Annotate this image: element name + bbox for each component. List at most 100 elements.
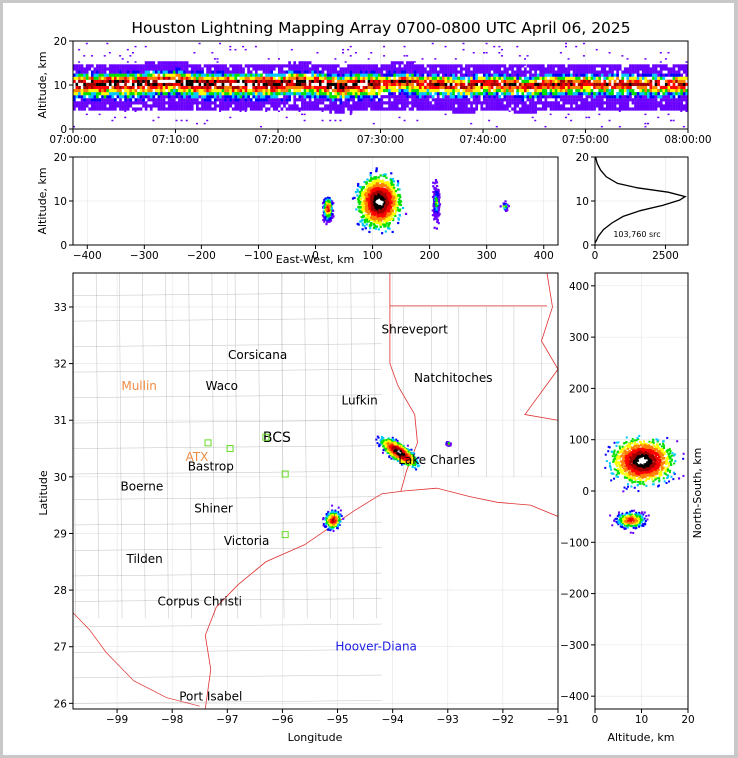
time-altitude-point — [495, 70, 499, 74]
time-altitude-point — [644, 67, 648, 71]
time-altitude-point — [518, 95, 522, 99]
time-altitude-point — [267, 101, 271, 105]
time-altitude-point — [562, 70, 566, 74]
time-altitude-point — [462, 110, 466, 114]
time-altitude-point — [598, 70, 602, 74]
time-altitude-point — [403, 73, 407, 77]
time-altitude-point — [288, 88, 291, 93]
time-altitude-point — [90, 82, 94, 86]
time-altitude-point — [439, 107, 443, 111]
time-altitude-point — [600, 104, 604, 108]
time-altitude-point — [470, 82, 473, 86]
time-altitude-point — [370, 107, 373, 111]
time-altitude-point — [608, 119, 611, 122]
time-altitude-point — [385, 82, 389, 86]
time-altitude-point — [244, 110, 247, 113]
time-altitude-point — [493, 73, 496, 77]
time-altitude-point — [326, 73, 330, 77]
time-altitude-point — [108, 76, 112, 80]
time-altitude-point — [319, 88, 322, 93]
time-altitude-point — [144, 45, 147, 48]
time-altitude-point — [554, 98, 558, 102]
time-altitude-point — [454, 73, 458, 77]
time-altitude-point — [80, 70, 84, 74]
time-altitude-point — [459, 98, 463, 102]
time-altitude-point — [521, 88, 525, 93]
time-altitude-point — [380, 101, 384, 105]
time-altitude-point — [208, 67, 212, 71]
time-altitude-point — [526, 70, 530, 74]
time-altitude-point — [278, 73, 281, 77]
time-altitude-point — [654, 73, 658, 77]
time-altitude-point — [634, 101, 637, 105]
time-altitude-point — [503, 98, 507, 102]
time-altitude-point — [229, 48, 232, 51]
time-altitude-point — [547, 95, 550, 99]
time-altitude-point — [298, 88, 302, 93]
time-altitude-point — [526, 110, 530, 114]
east-west-point — [325, 199, 328, 202]
time-altitude-point — [216, 76, 220, 80]
time-altitude-point — [677, 76, 681, 80]
time-altitude-point — [319, 79, 322, 83]
time-altitude-point — [664, 107, 668, 111]
time-altitude-point — [306, 70, 309, 74]
time-altitude-point — [139, 88, 143, 93]
time-altitude-point — [149, 67, 153, 71]
time-altitude-point — [377, 101, 381, 105]
time-altitude-point — [623, 82, 627, 86]
time-altitude-point — [83, 104, 86, 108]
time-altitude-point — [265, 79, 268, 83]
time-altitude-point — [572, 92, 576, 96]
time-altitude-point — [298, 95, 302, 99]
time-altitude-point — [416, 98, 420, 102]
time-altitude-point — [593, 101, 596, 105]
time-altitude-point — [426, 101, 430, 105]
time-altitude-point — [462, 82, 466, 86]
time-altitude-point — [257, 107, 261, 111]
east-west-point — [394, 210, 398, 213]
time-altitude-point — [73, 82, 76, 86]
time-altitude-point — [426, 92, 430, 96]
time-altitude-point — [357, 76, 361, 80]
time-altitude-point — [93, 85, 97, 90]
time-altitude-point — [219, 64, 222, 68]
time-altitude-point — [137, 107, 140, 111]
time-altitude-point — [647, 67, 650, 71]
time-altitude-point — [518, 67, 522, 71]
east-west-point — [361, 224, 365, 227]
time-altitude-point — [267, 64, 271, 68]
time-altitude-point — [418, 70, 422, 74]
time-altitude-point — [682, 70, 686, 74]
time-altitude-point — [306, 107, 309, 111]
time-altitude-point — [682, 125, 685, 128]
time-altitude-point — [429, 82, 432, 86]
east-west-point — [327, 196, 330, 199]
time-altitude-point — [595, 70, 599, 74]
time-altitude-point — [418, 64, 422, 68]
time-altitude-point — [308, 70, 312, 74]
time-altitude-point — [465, 73, 468, 77]
time-altitude-point — [193, 85, 197, 90]
time-altitude-point — [572, 79, 576, 83]
time-altitude-point — [172, 61, 176, 65]
time-altitude-point — [418, 92, 422, 96]
time-altitude-point — [224, 64, 227, 68]
east-west-point — [356, 194, 359, 197]
time-altitude-point — [278, 88, 281, 93]
time-altitude-point — [308, 82, 312, 86]
time-altitude-point — [196, 85, 199, 90]
time-altitude-point — [541, 82, 545, 86]
time-altitude-point — [664, 101, 668, 105]
time-altitude-point — [544, 76, 548, 80]
time-altitude-point — [647, 98, 650, 102]
time-altitude-point — [606, 88, 609, 93]
time-altitude-point — [283, 64, 286, 68]
time-altitude-point — [623, 85, 627, 90]
time-altitude-point — [221, 88, 225, 93]
time-altitude-point — [370, 79, 373, 83]
east-west-point — [359, 198, 362, 201]
time-altitude-point — [316, 88, 320, 93]
time-altitude-point — [190, 95, 194, 99]
time-altitude-point — [367, 104, 371, 108]
